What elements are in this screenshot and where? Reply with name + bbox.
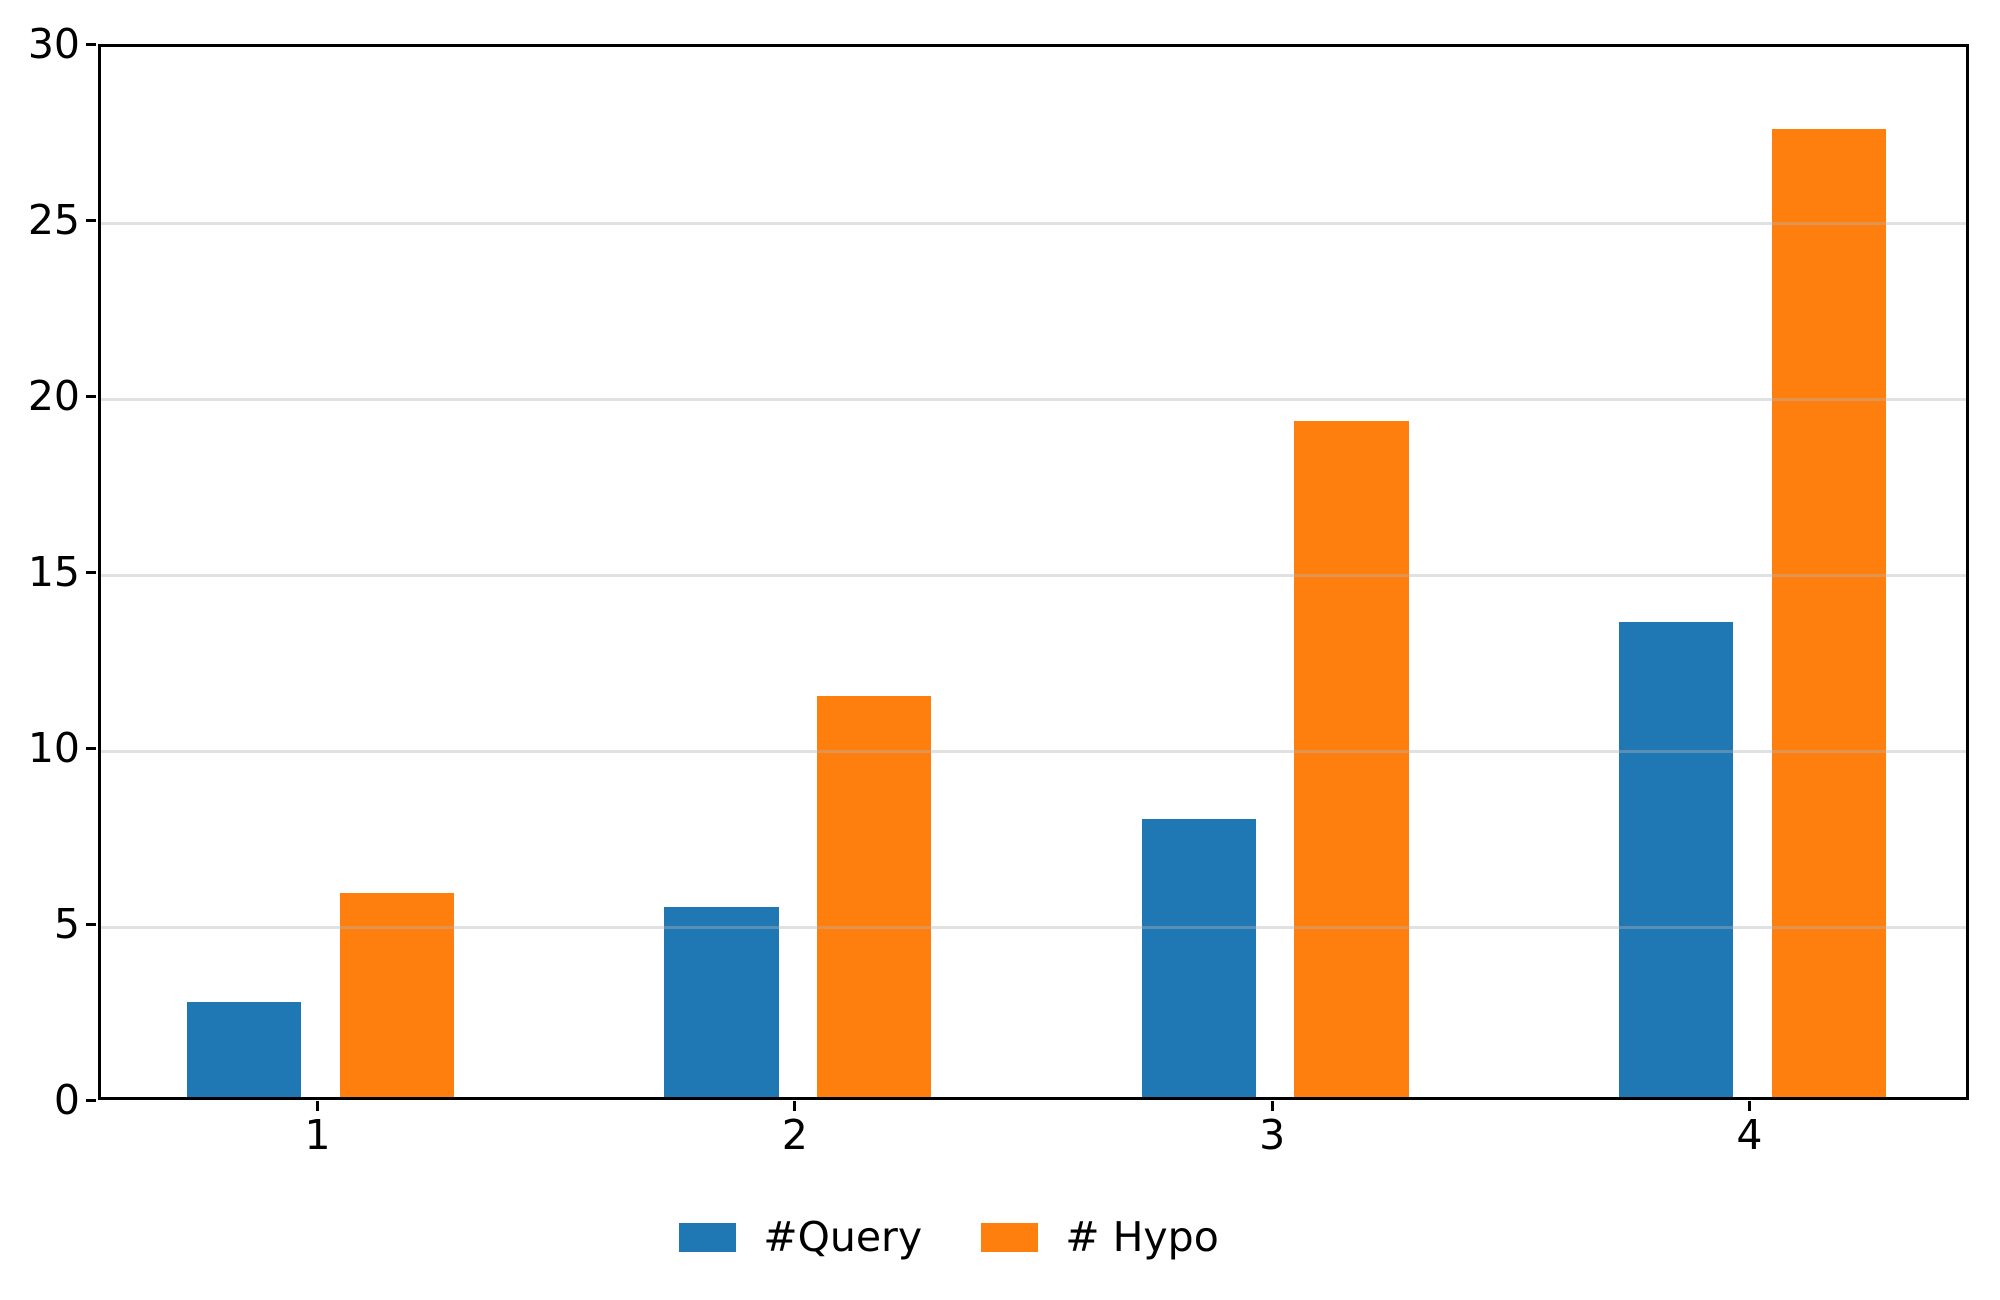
x-tick-mark-1 xyxy=(316,1101,320,1111)
x-tick-mark-3 xyxy=(1270,1101,1274,1111)
legend: #Query # Hypo xyxy=(0,1207,1949,1267)
y-tick-mark-5 xyxy=(86,922,96,926)
x-tick-label-3: 3 xyxy=(1259,1111,1286,1159)
legend-label-hypo: # Hypo xyxy=(1065,1212,1219,1261)
legend-item-query: #Query xyxy=(679,1212,923,1261)
x-tick-mark-4 xyxy=(1747,1101,1751,1111)
legend-swatch-query xyxy=(679,1222,737,1252)
bar-query-2 xyxy=(664,906,779,1097)
y-tick-label-25: 25 xyxy=(27,196,80,244)
bars-layer xyxy=(101,47,1966,1097)
bar-hypo-3 xyxy=(1294,421,1409,1097)
y-tick-mark-0 xyxy=(86,1098,96,1102)
bar-query-1 xyxy=(186,1001,302,1097)
bar-hypo-4 xyxy=(1771,129,1887,1097)
y-tick-label-10: 10 xyxy=(27,724,80,772)
bar-hypo-2 xyxy=(816,695,932,1097)
x-tick-label-2: 2 xyxy=(781,1111,808,1159)
y-tick-label-30: 30 xyxy=(27,20,80,68)
x-tick-mark-2 xyxy=(793,1101,797,1111)
bar-query-3 xyxy=(1141,818,1257,1097)
y-tick-mark-10 xyxy=(86,746,96,750)
y-tick-label-0: 0 xyxy=(53,1076,80,1124)
y-tick-label-15: 15 xyxy=(27,548,80,596)
x-tick-label-4: 4 xyxy=(1736,1111,1763,1159)
plot-area xyxy=(98,44,1969,1100)
y-tick-label-20: 20 xyxy=(27,372,80,420)
y-tick-mark-20 xyxy=(86,394,96,398)
bar-hypo-1 xyxy=(339,892,455,1097)
legend-label-query: #Query xyxy=(763,1212,923,1261)
legend-item-hypo: # Hypo xyxy=(981,1212,1219,1261)
legend-swatch-hypo xyxy=(981,1222,1039,1252)
y-tick-label-5: 5 xyxy=(53,900,80,948)
y-tick-mark-30 xyxy=(86,42,96,46)
y-tick-mark-25 xyxy=(86,218,96,222)
bar-query-4 xyxy=(1618,621,1734,1097)
y-tick-mark-15 xyxy=(86,570,96,574)
x-tick-label-1: 1 xyxy=(304,1111,331,1159)
